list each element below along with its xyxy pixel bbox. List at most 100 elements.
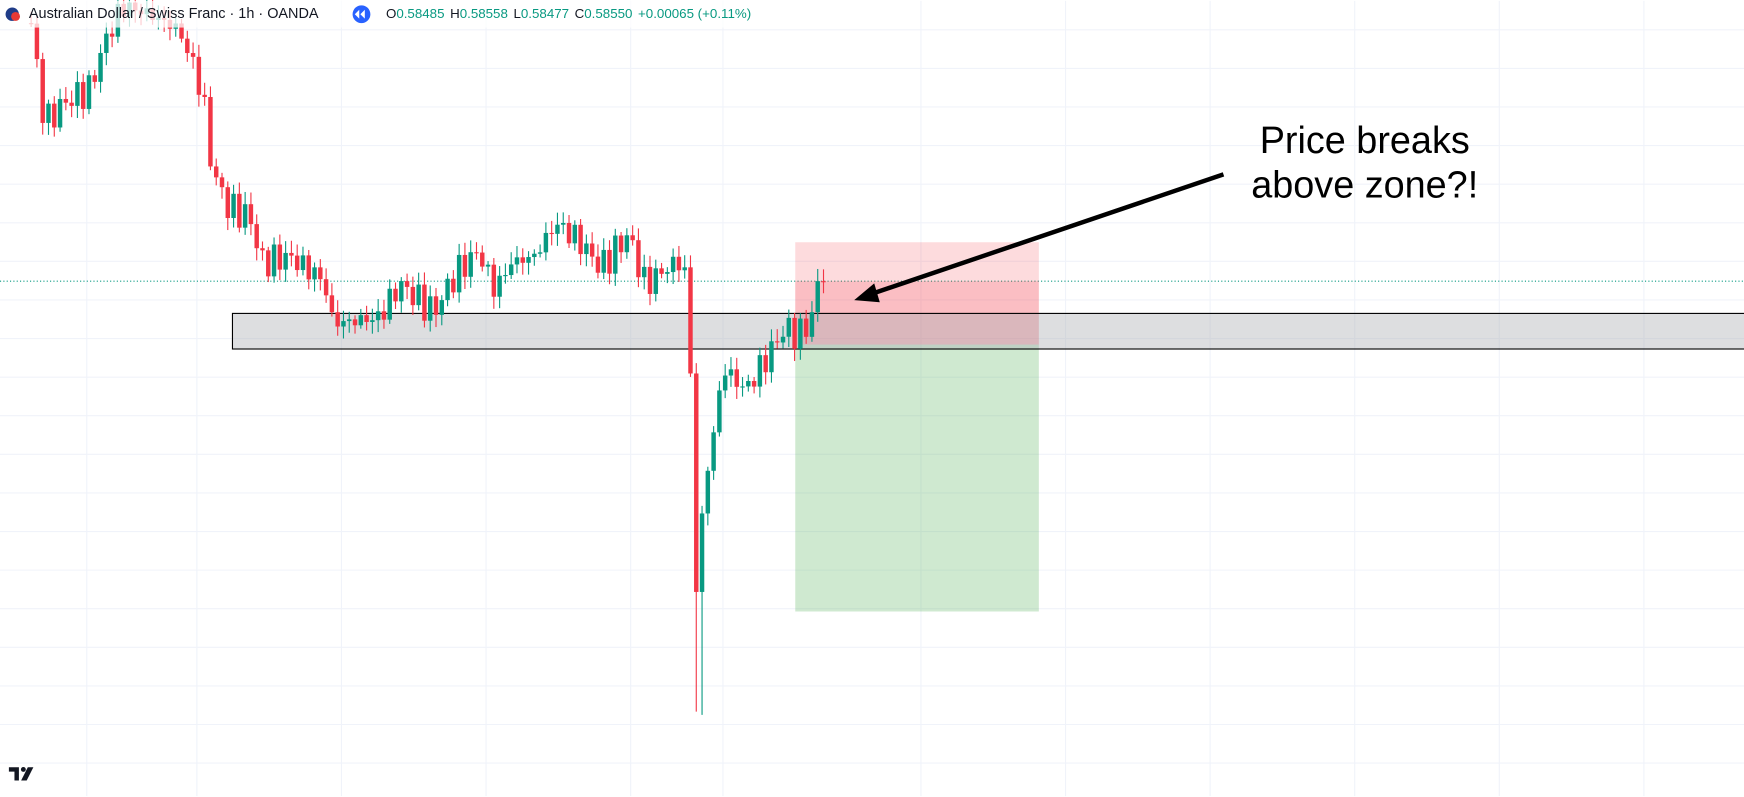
candle-body bbox=[34, 23, 40, 60]
candle-body bbox=[601, 249, 606, 273]
candle-body bbox=[266, 250, 271, 277]
candle-body bbox=[294, 255, 300, 271]
candle-body bbox=[636, 240, 641, 278]
candle-body bbox=[670, 256, 676, 273]
candle-body bbox=[399, 281, 404, 302]
candle-body bbox=[624, 235, 630, 253]
candle-body bbox=[254, 224, 259, 249]
candle-body bbox=[213, 166, 219, 178]
candle-body bbox=[329, 295, 335, 313]
candle-body bbox=[358, 315, 364, 326]
candle-body bbox=[503, 275, 508, 277]
replay-icon-glyph bbox=[354, 9, 365, 19]
candle-body bbox=[595, 256, 601, 273]
arrow-head bbox=[854, 283, 880, 303]
candle-body bbox=[653, 268, 659, 294]
candle-body bbox=[809, 312, 815, 337]
ohlc-value: 0.58550 bbox=[584, 6, 632, 21]
resistance-zone bbox=[231, 312, 1744, 350]
candle-body bbox=[508, 264, 514, 276]
candle-body bbox=[468, 252, 473, 277]
candle-body bbox=[370, 320, 375, 322]
candle-body bbox=[63, 98, 69, 103]
candle-body bbox=[549, 232, 554, 235]
candle-body bbox=[775, 341, 780, 343]
header-bg bbox=[0, 0, 779, 28]
candle-body bbox=[613, 235, 618, 274]
candle-body bbox=[526, 257, 531, 263]
annotation-line: above zone?! bbox=[1251, 165, 1478, 207]
candle-body bbox=[630, 235, 635, 241]
candle-body bbox=[312, 267, 317, 280]
candle-body bbox=[75, 82, 80, 106]
candle-body bbox=[190, 53, 196, 57]
candle-body bbox=[40, 59, 45, 123]
candle-body bbox=[746, 381, 751, 387]
flag-icon bbox=[11, 11, 21, 21]
candle-body bbox=[711, 432, 716, 471]
candle-body bbox=[728, 369, 734, 376]
candle-body bbox=[589, 243, 595, 257]
candle-body bbox=[80, 82, 86, 109]
candle-body bbox=[584, 243, 589, 255]
annotation-line: Price breaks bbox=[1260, 120, 1470, 162]
ohlc: O0.58485 H0.58558 L0.58477 C0.58550 +0.00065… bbox=[386, 6, 751, 21]
candle-body bbox=[225, 187, 231, 218]
candle-body bbox=[757, 355, 763, 387]
candle-body bbox=[179, 23, 184, 39]
candle-body bbox=[803, 318, 809, 337]
candle-body bbox=[821, 281, 826, 283]
candle-body bbox=[763, 355, 768, 373]
candle-body bbox=[208, 96, 213, 167]
candle-body bbox=[676, 256, 682, 271]
candle-body bbox=[659, 268, 664, 274]
candle-body bbox=[289, 252, 294, 256]
candle-body bbox=[52, 103, 57, 128]
candle-body bbox=[86, 75, 92, 109]
candle-body bbox=[566, 222, 572, 244]
candle-body bbox=[537, 252, 543, 254]
candle-body bbox=[335, 312, 340, 327]
candle-body bbox=[769, 341, 774, 373]
candle-body bbox=[514, 257, 520, 265]
ohlc-label: L bbox=[513, 6, 520, 21]
candle-body bbox=[202, 94, 207, 97]
candle-body bbox=[734, 369, 739, 387]
candle-body bbox=[341, 321, 346, 327]
candle-body bbox=[318, 267, 323, 280]
candle-body bbox=[792, 317, 797, 349]
candle-body bbox=[480, 252, 485, 267]
candle-body bbox=[410, 286, 416, 306]
candle-body bbox=[641, 266, 647, 278]
candle-body bbox=[694, 373, 699, 592]
candle-body bbox=[422, 284, 427, 321]
candle-body bbox=[740, 386, 745, 388]
candle-body bbox=[242, 204, 248, 228]
candle-body bbox=[485, 264, 491, 267]
candle-body bbox=[306, 255, 311, 280]
candle-body bbox=[185, 38, 190, 54]
tv-logo bbox=[8, 766, 34, 781]
candle-body bbox=[196, 56, 202, 95]
candle-body bbox=[665, 272, 670, 274]
candle-body bbox=[260, 248, 265, 251]
candle-body bbox=[347, 319, 352, 322]
arrow-line bbox=[869, 172, 1225, 297]
candle-body bbox=[561, 222, 566, 225]
candle-body bbox=[283, 252, 288, 270]
ohlc-value: 0.58477 bbox=[521, 6, 569, 21]
candle-body bbox=[751, 381, 757, 387]
candle-body bbox=[647, 266, 653, 294]
candle-body bbox=[578, 224, 583, 255]
candle-body bbox=[277, 244, 283, 270]
candle-body bbox=[532, 253, 537, 258]
candle-body bbox=[717, 390, 722, 433]
candle-body bbox=[404, 281, 410, 287]
candle-body bbox=[98, 52, 103, 82]
ohlc-label: H bbox=[450, 6, 460, 21]
candle-body bbox=[323, 279, 329, 296]
candle-body bbox=[780, 336, 786, 343]
